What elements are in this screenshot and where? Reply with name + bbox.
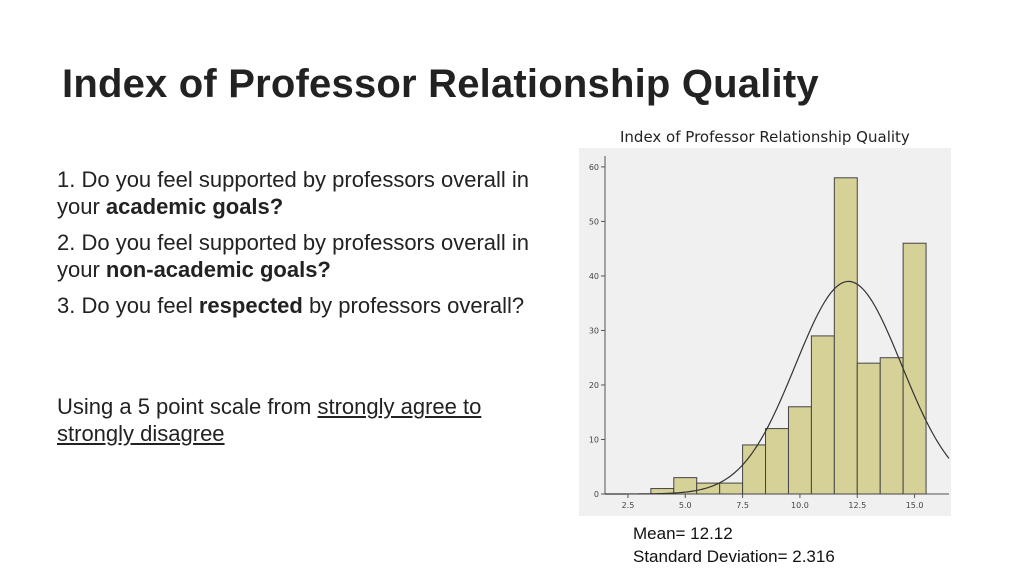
- x-tick-label: 10.0: [791, 501, 809, 510]
- histogram-bar: [787, 406, 812, 495]
- histogram-bar: [856, 362, 881, 495]
- histogram-bar: [879, 357, 904, 495]
- y-tick-group: 0 10 20 30 40 50 60: [589, 163, 605, 499]
- scale-note-text: Using a 5 point scale from: [57, 394, 318, 419]
- histogram-bar: [765, 428, 789, 495]
- y-tick-label: 20: [589, 381, 599, 390]
- question-1-text: 1. Do you feel supported by professors o…: [57, 167, 530, 219]
- x-tick-label: 12.5: [848, 501, 866, 510]
- question-1: 1. Do you feel supported by professors o…: [57, 166, 537, 220]
- y-tick-label: 60: [589, 163, 599, 172]
- y-tick-label: 10: [589, 435, 599, 444]
- x-tick-label: 7.5: [736, 501, 749, 510]
- normal-curve: [605, 280, 950, 495]
- question-3-suffix: by professors overall?: [302, 293, 525, 318]
- histogram-bar: [902, 242, 927, 495]
- slide-title: Index of Professor Relationship Quality: [62, 62, 819, 106]
- y-tick-label: 30: [589, 326, 599, 335]
- x-tick-group: 2.5 5.0 7.5 10.0 12.5 15.0: [622, 494, 924, 510]
- scale-note-underlined: strongly agree to strongly disagree: [57, 394, 482, 446]
- question-2-text: 2. Do you feel supported by professors o…: [57, 230, 530, 282]
- sd-stat: Standard Deviation= 2.316: [633, 547, 835, 566]
- x-tick-label: 5.0: [679, 501, 692, 510]
- question-2-emphasis: non-academic goals?: [105, 257, 331, 282]
- question-2: 2. Do you feel supported by professors o…: [57, 229, 537, 283]
- question-1-emphasis: academic goals?: [105, 194, 284, 219]
- y-tick-label: 0: [594, 490, 599, 499]
- bar-group: [650, 177, 927, 495]
- x-tick-label: 2.5: [622, 501, 635, 510]
- chart-title: Index of Professor Relationship Quality: [620, 128, 910, 146]
- question-3-text: 3. Do you feel: [57, 293, 199, 318]
- histogram-bar: [833, 177, 858, 495]
- mean-stat: Mean= 12.12: [633, 524, 733, 543]
- scale-note: Using a 5 point scale from strongly agre…: [57, 393, 537, 447]
- question-3: 3. Do you feel respected by professors o…: [57, 292, 537, 319]
- y-tick-label: 40: [589, 272, 599, 281]
- question-3-emphasis: respected: [198, 293, 303, 318]
- y-tick-label: 50: [589, 217, 599, 226]
- histogram-bar: [810, 335, 835, 495]
- histogram-bar: [719, 482, 744, 495]
- histogram-chart: 0 10 20 30 40 50 60 2.5 5.0 7.5 10.0 12.5 15.0: [579, 148, 951, 516]
- histogram-bar: [742, 444, 767, 495]
- x-tick-label: 15.0: [906, 501, 924, 510]
